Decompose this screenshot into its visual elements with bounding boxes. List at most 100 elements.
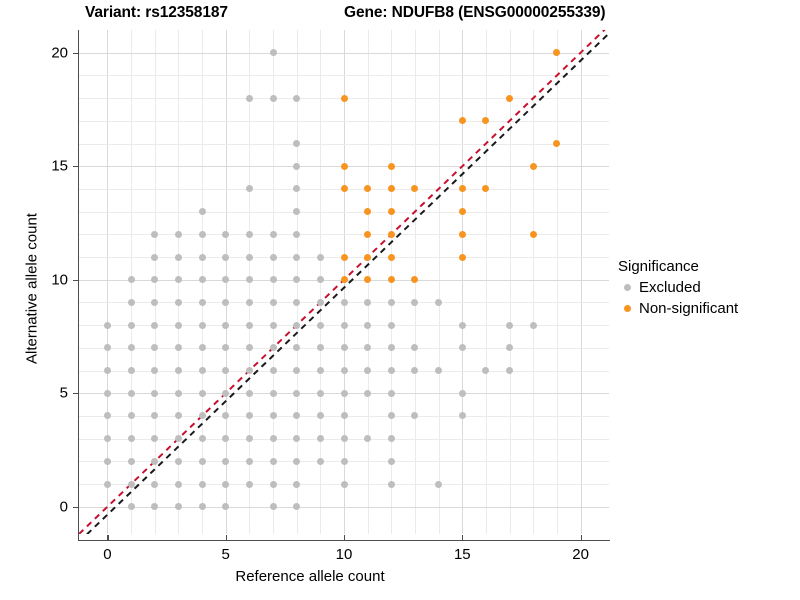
data-point <box>103 480 111 488</box>
data-point <box>222 503 230 511</box>
x-tick-0 <box>107 535 109 541</box>
legend-item-excluded[interactable]: Excluded <box>618 277 796 298</box>
data-point <box>458 344 466 352</box>
data-point <box>174 435 182 443</box>
data-point <box>316 389 324 397</box>
data-point <box>127 503 135 511</box>
data-point <box>222 412 230 420</box>
y-tick-5 <box>73 393 79 395</box>
data-point <box>222 344 230 352</box>
data-point <box>222 457 230 465</box>
data-point <box>127 321 135 329</box>
data-point <box>293 480 301 488</box>
y-tick-label-20: 20 <box>51 44 68 62</box>
x-tick-label-0: 0 <box>103 546 112 563</box>
data-point <box>151 253 159 261</box>
gridline-y-16 <box>79 143 609 145</box>
data-point <box>198 230 206 238</box>
data-point <box>529 321 537 329</box>
data-point <box>506 321 514 329</box>
data-point <box>364 253 372 261</box>
data-point <box>198 480 206 488</box>
data-point <box>127 344 135 352</box>
data-point <box>269 503 277 511</box>
data-point <box>174 367 182 375</box>
data-point <box>458 117 466 125</box>
gridline-x-17 <box>509 30 511 534</box>
data-point <box>269 367 277 375</box>
data-point <box>340 344 348 352</box>
data-point <box>293 208 301 216</box>
data-point <box>174 344 182 352</box>
data-point <box>198 276 206 284</box>
data-point <box>151 480 159 488</box>
data-point <box>222 367 230 375</box>
x-axis-title: Reference allele count <box>235 568 385 585</box>
data-point <box>269 457 277 465</box>
data-point <box>340 480 348 488</box>
data-point <box>103 321 111 329</box>
data-point <box>411 185 419 193</box>
legend-item-label: Excluded <box>639 279 701 296</box>
data-point <box>222 480 230 488</box>
data-point <box>340 367 348 375</box>
gridline-y-20 <box>79 52 609 54</box>
data-point <box>435 367 443 375</box>
data-point <box>151 344 159 352</box>
data-point <box>269 230 277 238</box>
gridline-y-19 <box>79 75 609 77</box>
data-point <box>127 276 135 284</box>
data-point <box>387 162 395 170</box>
data-point <box>127 435 135 443</box>
data-point <box>103 344 111 352</box>
y-tick-15 <box>73 166 79 168</box>
data-point <box>245 435 253 443</box>
data-point <box>269 344 277 352</box>
data-point <box>151 298 159 306</box>
legend-item-non-significant[interactable]: Non-significant <box>618 298 796 319</box>
data-point <box>364 276 372 284</box>
data-point <box>482 367 490 375</box>
data-point <box>245 321 253 329</box>
data-point <box>174 298 182 306</box>
data-point <box>364 321 372 329</box>
data-point <box>316 412 324 420</box>
data-point <box>293 185 301 193</box>
data-point <box>364 208 372 216</box>
data-point <box>506 344 514 352</box>
data-point <box>103 457 111 465</box>
data-point <box>387 208 395 216</box>
data-point <box>269 435 277 443</box>
legend-item-label: Non-significant <box>639 300 739 317</box>
data-point <box>198 344 206 352</box>
data-point <box>151 321 159 329</box>
gridline-y-0 <box>79 506 609 508</box>
data-point <box>222 298 230 306</box>
gridline-x-19 <box>556 30 558 534</box>
data-point <box>340 185 348 193</box>
data-point <box>553 140 561 147</box>
data-point <box>458 253 466 261</box>
data-point <box>174 389 182 397</box>
data-point <box>340 276 348 284</box>
data-point <box>222 389 230 397</box>
gridline-x-20 <box>580 30 582 534</box>
data-point <box>174 412 182 420</box>
data-point <box>387 480 395 488</box>
data-point <box>293 367 301 375</box>
data-point <box>245 298 253 306</box>
data-point <box>174 230 182 238</box>
data-point <box>269 389 277 397</box>
data-point <box>482 185 490 193</box>
data-point <box>269 298 277 306</box>
data-point <box>151 230 159 238</box>
gene-title: Gene: NDUFB8 (ENSG00000255339) <box>344 4 606 21</box>
data-point <box>198 321 206 329</box>
data-point <box>151 435 159 443</box>
y-tick-20 <box>73 52 79 54</box>
dot-icon <box>618 300 636 318</box>
data-point <box>293 503 301 511</box>
data-point <box>316 321 324 329</box>
dot-icon <box>618 279 636 297</box>
data-point <box>269 94 277 102</box>
